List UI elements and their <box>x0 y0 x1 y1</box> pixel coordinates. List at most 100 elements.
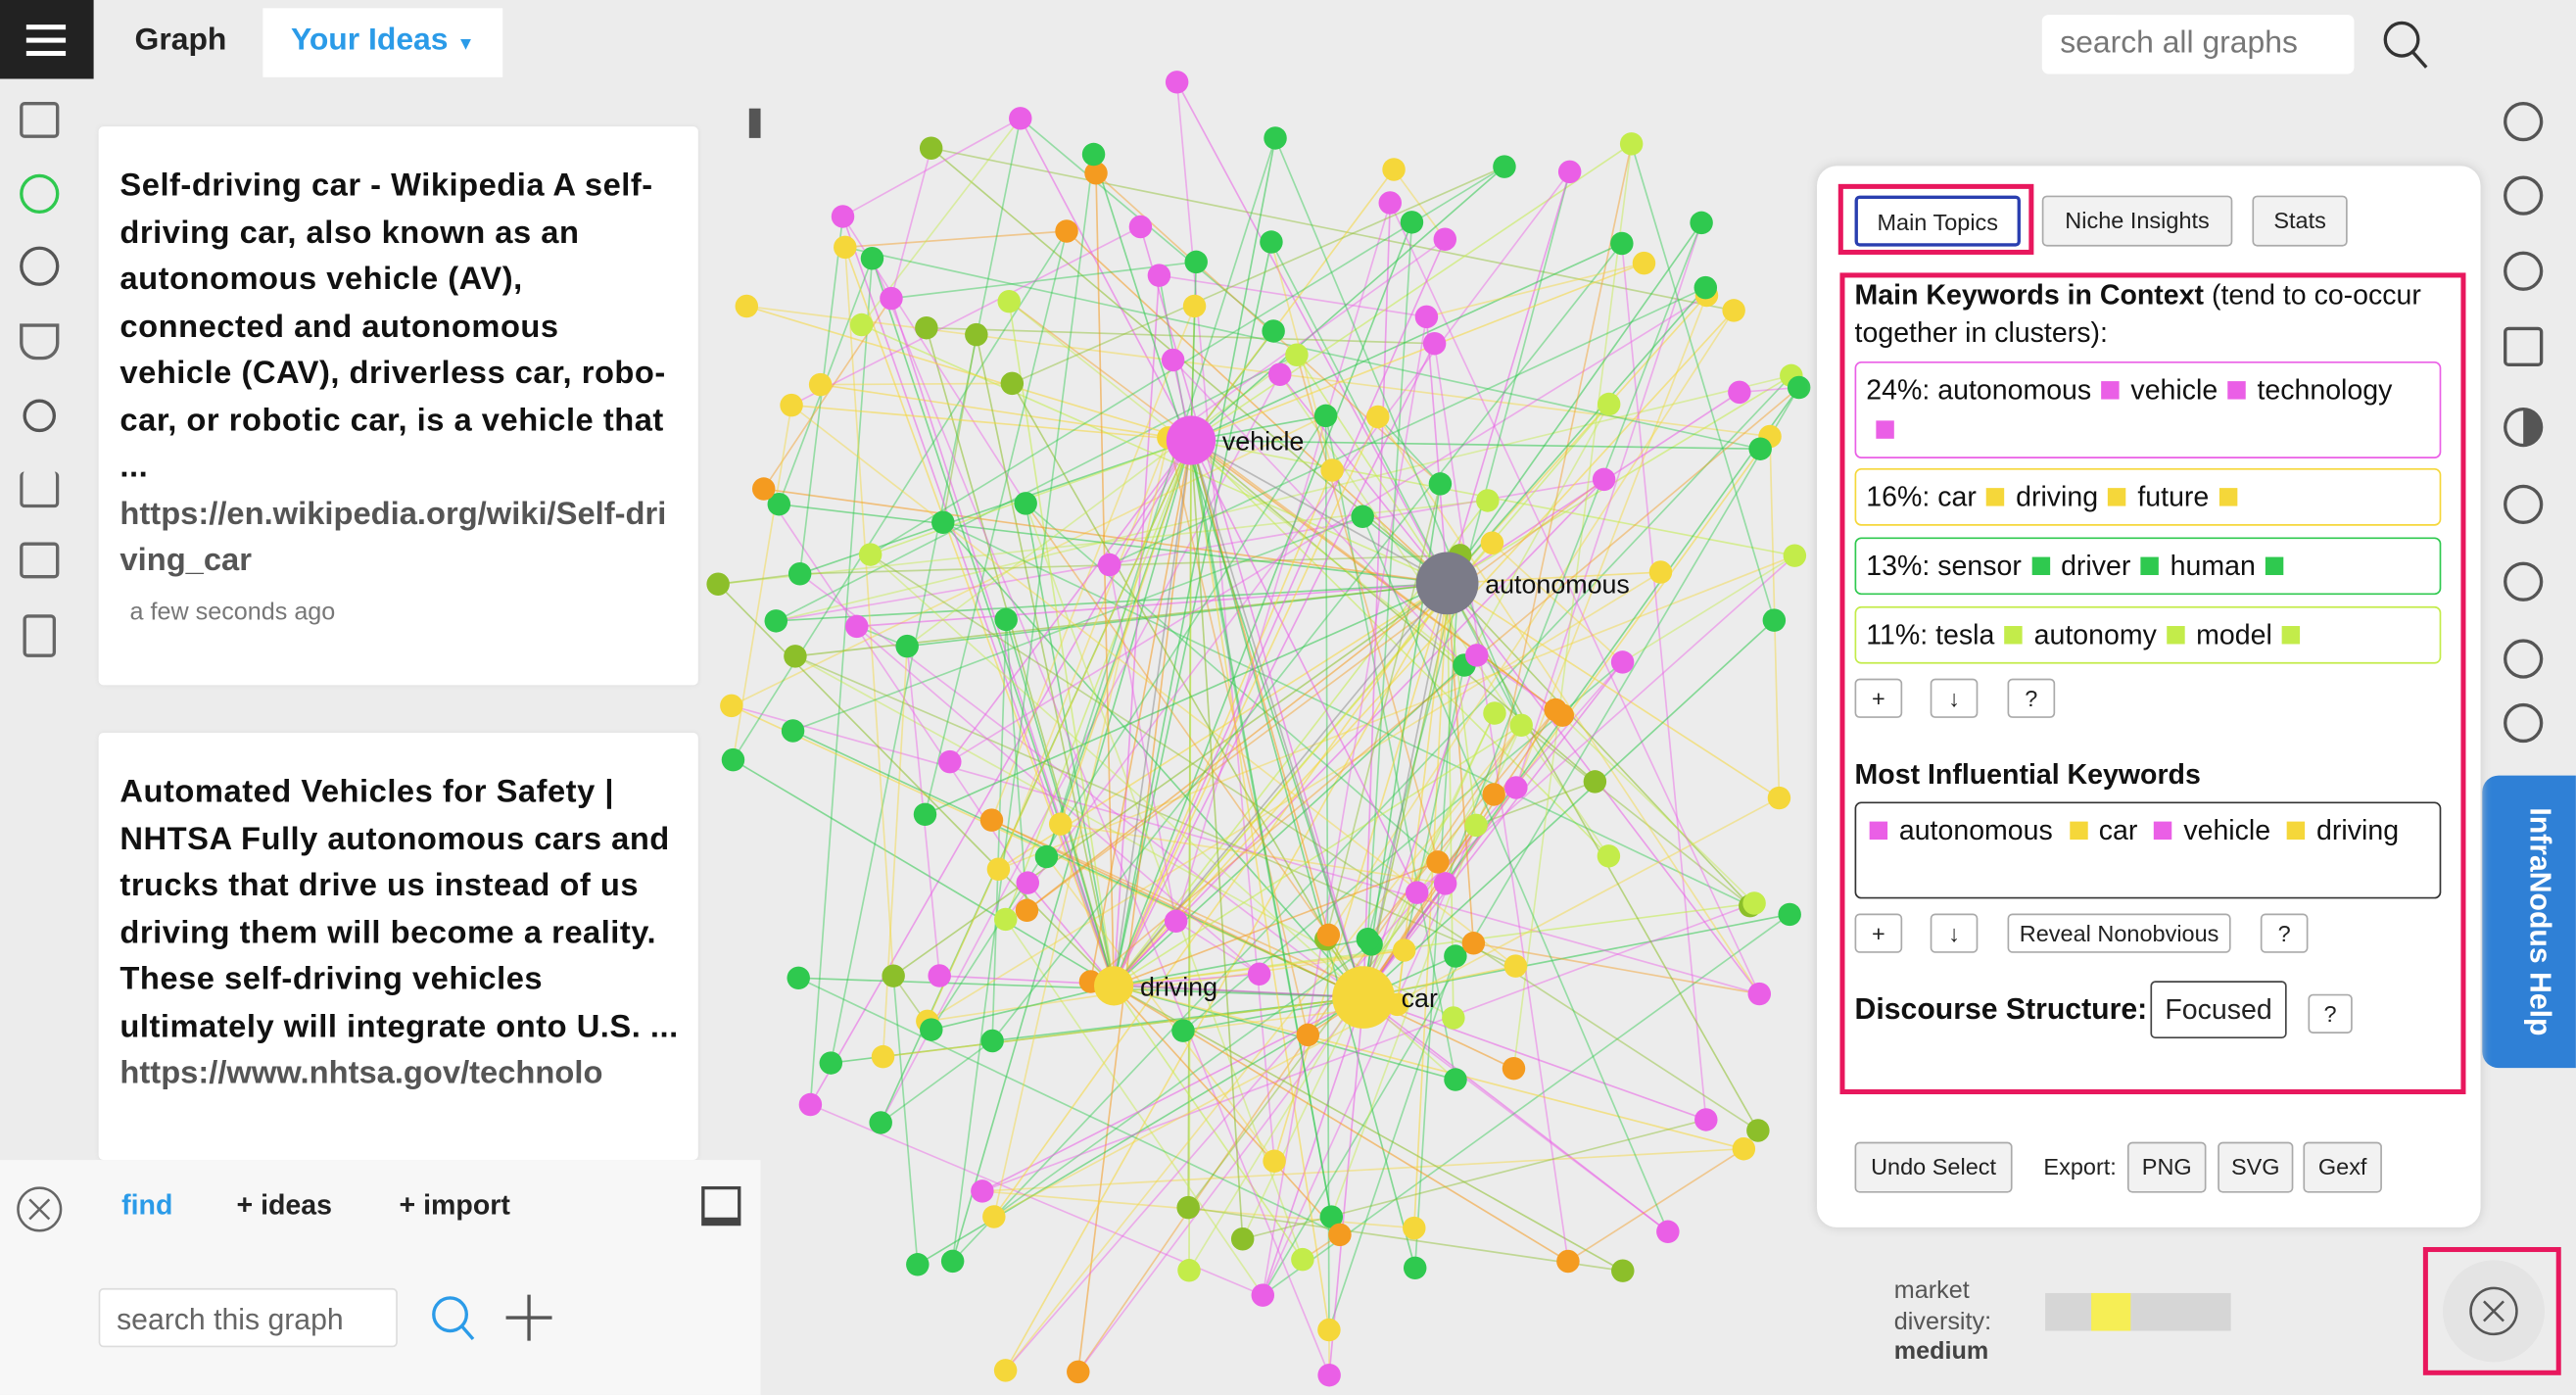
node <box>1164 909 1188 934</box>
edge <box>1025 503 1330 936</box>
edge <box>1045 137 1276 857</box>
node <box>1732 1136 1756 1161</box>
edge <box>1362 996 1707 1121</box>
node <box>940 1249 965 1274</box>
tab[interactable]: find <box>121 1189 173 1222</box>
edge <box>1190 440 1364 998</box>
statement-text: Automated Vehicles for Safety | NHTSA Fu… <box>119 773 679 1044</box>
export-button[interactable]: SVG <box>2218 1141 2294 1193</box>
topic-share: 24%: <box>1866 374 1931 407</box>
small-button[interactable]: Reveal Nonobvious <box>2007 913 2231 953</box>
sidebar-icon[interactable] <box>2504 175 2544 216</box>
sidebar-icon[interactable] <box>20 246 60 286</box>
small-button[interactable]: ? <box>2308 993 2353 1034</box>
menu-button[interactable] <box>0 0 94 79</box>
help-label: InfraNodus Help <box>2524 807 2557 1036</box>
topic-word: vehicle <box>2130 374 2218 407</box>
help-tab[interactable]: InfraNodus Help <box>2482 775 2576 1069</box>
node <box>1597 844 1621 868</box>
node <box>1128 215 1153 239</box>
tab-button[interactable]: Main Topics <box>1854 195 2021 247</box>
tab-button[interactable]: Stats <box>2252 195 2348 247</box>
sidebar-icon[interactable] <box>20 101 60 138</box>
small-button[interactable]: ↓ <box>1930 678 1979 718</box>
resize-handle[interactable] <box>748 108 761 138</box>
sidebar-icon[interactable] <box>23 614 57 657</box>
search-icon[interactable] <box>2380 18 2429 71</box>
search-graph-input[interactable]: search this graph <box>98 1287 398 1348</box>
edge <box>842 118 1022 217</box>
tab-button[interactable]: Niche Insights <box>2041 195 2233 247</box>
edge <box>1172 359 1465 666</box>
sidebar-icon[interactable] <box>20 173 60 215</box>
tab[interactable]: + ideas <box>236 1189 333 1222</box>
keyword[interactable]: vehicle <box>2183 814 2271 846</box>
statement-card[interactable]: Self-driving car - Wikipedia A self-driv… <box>98 126 698 686</box>
sidebar-icon[interactable] <box>2504 407 2544 448</box>
edge <box>1113 275 1161 986</box>
small-button[interactable]: + <box>1854 913 1903 953</box>
close-panel-button[interactable] <box>2440 1257 2549 1366</box>
color-square <box>2108 488 2126 506</box>
sidebar-icon[interactable] <box>20 471 60 508</box>
edge <box>1447 374 1792 585</box>
topic-row[interactable]: 11%: tesla autonomy model <box>1854 605 2442 664</box>
topic-row[interactable]: 16%: car driving future <box>1854 468 2442 526</box>
zoom-in[interactable] <box>2504 639 2544 679</box>
toggle-icon[interactable] <box>701 1185 741 1227</box>
keyword[interactable]: car <box>2098 814 2138 846</box>
small-button[interactable]: ? <box>2260 913 2309 953</box>
node <box>913 802 937 827</box>
sidebar-icon[interactable] <box>2504 101 2544 142</box>
statement-card[interactable]: Automated Vehicles for Safety | NHTSA Fu… <box>98 733 698 1161</box>
topic-row[interactable]: 24%: autonomous vehicle technology <box>1854 361 2442 458</box>
tab[interactable]: + import <box>399 1189 510 1222</box>
edge <box>1113 478 1605 986</box>
edge <box>1362 583 1449 998</box>
page-title: Graph <box>134 23 227 58</box>
search-add-icons[interactable] <box>427 1291 558 1347</box>
edge <box>1109 286 1706 566</box>
small-button[interactable]: ? <box>2007 678 2056 718</box>
color-square <box>2227 381 2246 400</box>
edge <box>1377 415 1442 485</box>
undo-button[interactable]: Undo Select <box>1854 1141 2013 1193</box>
node <box>1433 872 1457 895</box>
sidebar-icon[interactable] <box>23 399 57 433</box>
graph-dropdown[interactable]: Your Ideas ▼ <box>262 8 503 77</box>
sidebar-icon[interactable] <box>2504 561 2544 601</box>
export-button[interactable]: PNG <box>2126 1141 2207 1193</box>
small-button[interactable]: + <box>1854 678 1903 718</box>
node <box>1405 881 1429 904</box>
node <box>1015 898 1039 923</box>
edge <box>799 553 1460 575</box>
sidebar-icon[interactable] <box>2504 251 2544 291</box>
edge <box>1447 582 1751 907</box>
edge <box>1190 440 1330 1330</box>
sidebar-icon[interactable] <box>2504 484 2544 525</box>
export-button[interactable]: Gexf <box>2303 1141 2382 1193</box>
edge <box>1279 373 1449 584</box>
keyword[interactable]: driving <box>2316 814 2400 846</box>
close-icon[interactable] <box>15 1184 64 1233</box>
search-all-input[interactable]: search all graphs <box>2041 15 2355 74</box>
node <box>1176 1195 1200 1220</box>
sidebar-icon[interactable] <box>20 323 60 361</box>
node <box>1147 264 1171 287</box>
sidebar-icon[interactable] <box>20 542 60 579</box>
topic-row[interactable]: 13%: sensor driver human <box>1854 537 2442 596</box>
edge <box>1113 404 1610 986</box>
node <box>982 1205 1006 1228</box>
node <box>1000 371 1025 396</box>
zoom-out[interactable] <box>2504 702 2544 744</box>
edge <box>776 582 1448 622</box>
statement-url[interactable]: https://www.nhtsa.gov/technolo <box>119 1054 603 1091</box>
statement-url[interactable]: https://en.wikipedia.org/wiki/Self-drivi… <box>119 495 667 579</box>
influential-box: autonomous car vehicle driving <box>1854 801 2442 899</box>
sidebar-icon[interactable] <box>2504 326 2544 367</box>
small-button[interactable]: ↓ <box>1930 913 1979 953</box>
keyword[interactable]: autonomous <box>1898 814 2053 846</box>
edge <box>997 437 1169 870</box>
edge <box>1190 242 1623 442</box>
node <box>1055 219 1078 243</box>
